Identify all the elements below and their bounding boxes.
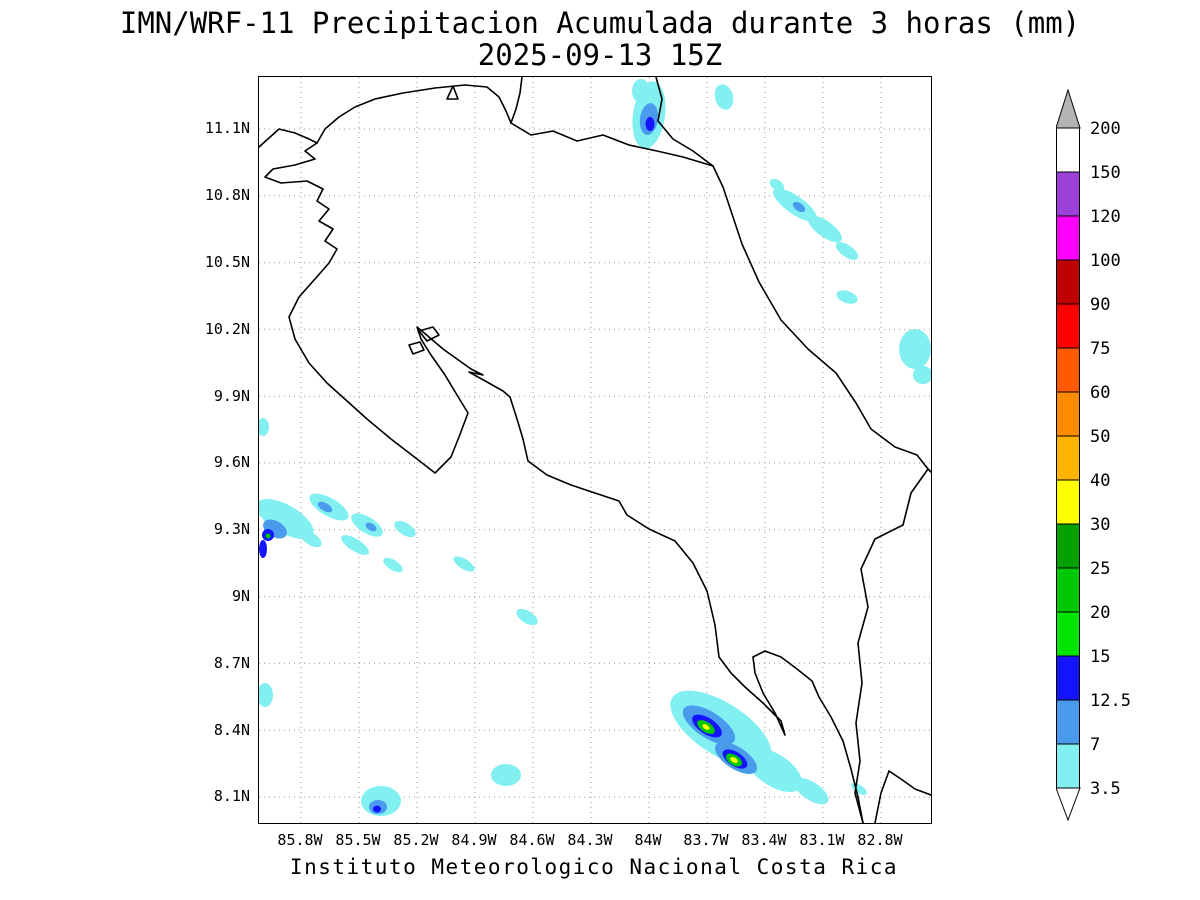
colorbar-label: 200 [1090, 119, 1121, 139]
lon-tick-label: 84.6W [509, 831, 555, 849]
pacific-coast [264, 142, 864, 823]
colorbar-label: 15 [1090, 647, 1110, 667]
page-subtitle-datetime: 2025-09-13 15Z [477, 38, 723, 72]
colorbar-label: 120 [1090, 207, 1121, 227]
precip-patches [259, 79, 931, 816]
colorbar-label: 3.5 [1090, 779, 1121, 799]
lat-tick-label: 9N [231, 587, 250, 605]
lake-island [446, 85, 459, 100]
lon-tick-label: 84W [634, 831, 662, 849]
colorbar-label: 90 [1090, 295, 1110, 315]
lon-tick-label: 84.3W [567, 831, 613, 849]
colorbar-label: 25 [1090, 559, 1110, 579]
colorbar-label: 20 [1090, 603, 1110, 623]
colorbar-segment [1056, 567, 1080, 613]
colorbar-segment [1056, 171, 1080, 217]
map-plot [259, 77, 931, 823]
colorbar-segment [1056, 303, 1080, 349]
lat-tick-label: 8.7N [213, 653, 250, 672]
gulf-islands [408, 326, 440, 355]
colorbar-segment [1056, 259, 1080, 305]
colorbar-segment [1056, 391, 1080, 437]
colorbar: 200 150 120 100 90 75 60 50 40 30 25 20 15 12.5 7 3.5 [1056, 88, 1131, 822]
colorbar-segment [1056, 699, 1080, 745]
colorbar-segment [1056, 655, 1080, 701]
lon-tick-label: 83.7W [683, 831, 729, 849]
colorbar-cap-above [1056, 88, 1081, 129]
lon-tick-label: 85.8W [277, 831, 323, 849]
lon-tick-label: 82.8W [857, 831, 903, 849]
colorbar-segment [1056, 435, 1080, 481]
panama-border [854, 468, 929, 823]
colorbar-cap-below [1056, 787, 1081, 822]
lat-tick-label: 8.1N [213, 787, 250, 806]
colorbar-segment [1056, 523, 1080, 569]
precip-intense [702, 724, 738, 764]
lat-tick-label: 9.6N [213, 453, 250, 472]
coastline [259, 77, 931, 823]
lat-tick-label: 9.3N [213, 520, 250, 539]
lat-tick-label: 11.1N [204, 119, 250, 138]
nicaragua-border [510, 122, 714, 167]
colorbar-label: 40 [1090, 471, 1110, 491]
colorbar-label: 150 [1090, 163, 1121, 183]
colorbar-segment [1056, 743, 1080, 789]
colorbar-label: 50 [1090, 427, 1110, 447]
lon-tick-label: 83.1W [799, 831, 845, 849]
lon-tick-label: 83.4W [741, 831, 787, 849]
colorbar-label: 60 [1090, 383, 1110, 403]
lat-tick-label: 10.5N [204, 253, 250, 271]
colorbar-segment [1056, 479, 1080, 525]
lat-tick-label: 10.2N [204, 319, 250, 338]
colorbar-label: 12.5 [1090, 691, 1131, 711]
lat-tick-label: 9.9N [213, 386, 250, 405]
colorbar-label: 100 [1090, 251, 1121, 271]
colorbar-segment [1056, 611, 1080, 657]
map-frame [258, 76, 932, 824]
lat-tick-label: 10.8N [204, 186, 250, 205]
footer-institution: Instituto Meteorologico Nacional Costa R… [289, 855, 899, 879]
colorbar-label: 75 [1090, 339, 1110, 359]
lon-tick-label: 84.9W [451, 831, 497, 849]
colorbar-segment [1056, 347, 1080, 393]
map-gridlines [259, 77, 931, 823]
lat-tick-label: 8.4N [213, 720, 250, 739]
colorbar-segment [1056, 127, 1080, 173]
page-title: IMN/WRF-11 Precipitacion Acumulada duran… [119, 6, 1081, 40]
lon-tick-label: 85.5W [335, 831, 381, 849]
caribbean-coast [655, 77, 931, 473]
colorbar-label: 30 [1090, 515, 1110, 535]
lon-tick-label: 85.2W [393, 831, 439, 849]
precip-very-heavy [265, 533, 743, 767]
colorbar-segment [1056, 215, 1080, 261]
colorbar-label: 7 [1090, 735, 1100, 755]
precip-light [259, 79, 931, 816]
burica-east-coast [874, 770, 931, 823]
nicaragua-coast-lake [259, 77, 523, 148]
